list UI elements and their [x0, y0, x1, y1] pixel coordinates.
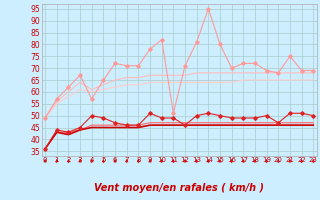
- Text: Vent moyen/en rafales ( km/h ): Vent moyen/en rafales ( km/h ): [94, 183, 264, 193]
